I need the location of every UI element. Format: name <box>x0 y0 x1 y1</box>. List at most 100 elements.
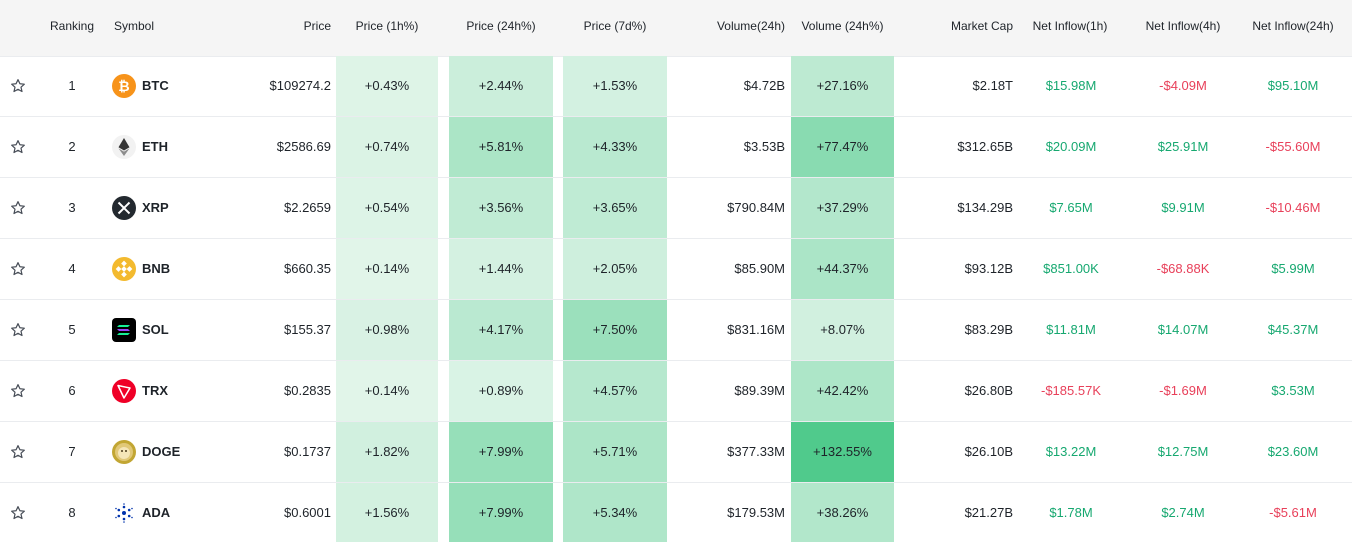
price-cell: $155.37 <box>284 322 331 337</box>
tron-icon <box>112 379 136 403</box>
price-7d-cell: +4.57% <box>563 361 667 421</box>
rank-cell: 4 <box>68 261 76 276</box>
price-24h-cell: +4.17% <box>449 300 553 360</box>
xrp-icon <box>112 196 136 220</box>
header-ranking[interactable]: Ranking <box>50 19 95 33</box>
header-price-24h[interactable]: Price (24h%) <box>466 19 536 33</box>
price-cell: $0.2835 <box>284 383 331 398</box>
price-1h-cell: +0.14% <box>336 361 438 421</box>
table-row[interactable]: +0.98% +4.17% +7.50% +8.07% 5 SOL $155.37 $831.… <box>0 300 1352 361</box>
bnb-icon <box>112 257 136 281</box>
header-market-cap[interactable]: Market Cap <box>950 19 1013 33</box>
market-cap-cell: $134.29B <box>957 200 1013 215</box>
rank-cell: 6 <box>68 383 76 398</box>
net-inflow-24h-cell: $5.99M <box>1271 261 1315 276</box>
solana-icon <box>112 318 136 342</box>
table-row[interactable]: +1.82% +7.99% +5.71% +132.55% 7 DOGE $0.1737 $3… <box>0 422 1352 483</box>
price-7d-cell: +3.65% <box>563 178 667 238</box>
header-volume-24h[interactable]: Volume(24h) <box>716 19 785 33</box>
net-inflow-1h-cell: $11.81M <box>1046 322 1096 337</box>
price-24h-cell: +0.89% <box>449 361 553 421</box>
net-inflow-4h-cell: -$1.69M <box>1159 383 1207 398</box>
net-inflow-1h-cell: $7.65M <box>1049 200 1093 215</box>
header-price-7d[interactable]: Price (7d%) <box>583 19 647 33</box>
table-row[interactable]: +0.54% +3.56% +3.65% +37.29% 3 XRP $2.2659 $790… <box>0 178 1352 239</box>
header-net-inflow-1h[interactable]: Net Inflow(1h) <box>1032 19 1108 33</box>
ethereum-icon <box>112 135 136 159</box>
table-row[interactable]: +0.43% +2.44% +1.53% +27.16% 1 ₿ BTC $109274.2 $… <box>0 56 1352 117</box>
price-1h-cell: +0.43% <box>336 56 438 116</box>
price-1h-cell: +1.82% <box>336 422 438 482</box>
favorite-star-icon[interactable] <box>10 383 26 399</box>
symbol-cell[interactable]: SOL <box>142 322 169 337</box>
volume-24h-pct-cell: +37.29% <box>791 178 894 238</box>
table-row[interactable]: +0.14% +1.44% +2.05% +44.37% 4 BNB $660.35 $85.… <box>0 239 1352 300</box>
price-24h-cell: +7.99% <box>449 422 553 482</box>
volume-24h-cell: $179.53M <box>727 505 785 520</box>
volume-24h-pct-cell: +8.07% <box>791 300 894 360</box>
favorite-star-icon[interactable] <box>10 78 26 94</box>
volume-24h-pct-cell: +77.47% <box>791 117 894 177</box>
price-24h-cell: +1.44% <box>449 239 553 299</box>
market-cap-cell: $26.10B <box>964 444 1013 459</box>
price-24h-cell: +2.44% <box>449 56 553 116</box>
volume-24h-pct-cell: +27.16% <box>791 56 894 116</box>
volume-24h-cell: $4.72B <box>743 78 785 93</box>
favorite-star-icon[interactable] <box>10 322 26 338</box>
price-cell: $2586.69 <box>276 139 331 154</box>
market-cap-cell: $312.65B <box>957 139 1013 154</box>
price-24h-cell: +5.81% <box>449 117 553 177</box>
header-price[interactable]: Price <box>303 19 331 33</box>
favorite-star-icon[interactable] <box>10 444 26 460</box>
net-inflow-1h-cell: $15.98M <box>1045 78 1097 93</box>
price-cell: $109274.2 <box>269 78 331 93</box>
symbol-cell[interactable]: DOGE <box>142 444 181 459</box>
volume-24h-cell: $790.84M <box>727 200 785 215</box>
market-cap-cell: $93.12B <box>964 261 1013 276</box>
net-inflow-24h-cell: -$10.46M <box>1265 200 1321 215</box>
price-1h-cell: +0.54% <box>336 178 438 238</box>
market-cap-cell: $2.18T <box>972 78 1013 93</box>
header-net-inflow-4h[interactable]: Net Inflow(4h) <box>1145 19 1221 33</box>
favorite-star-icon[interactable] <box>10 505 26 521</box>
header-net-inflow-24h[interactable]: Net Inflow(24h) <box>1252 19 1334 33</box>
volume-24h-pct-cell: +38.26% <box>791 483 894 542</box>
symbol-cell[interactable]: XRP <box>142 200 169 215</box>
price-cell: $0.6001 <box>284 505 331 520</box>
header-price-1h[interactable]: Price (1h%) <box>355 19 419 33</box>
symbol-cell[interactable]: BTC <box>142 78 169 93</box>
net-inflow-4h-cell: $14.07M <box>1157 322 1209 337</box>
dogecoin-icon <box>112 440 136 464</box>
net-inflow-4h-cell: $9.91M <box>1161 200 1205 215</box>
net-inflow-24h-cell: $45.37M <box>1267 322 1319 337</box>
header-volume-24h-pct[interactable]: Volume (24h%) <box>801 19 884 33</box>
price-7d-cell: +5.71% <box>563 422 667 482</box>
table-row[interactable]: +0.14% +0.89% +4.57% +42.42% 6 TRX $0.2835 $89.… <box>0 361 1352 422</box>
favorite-star-icon[interactable] <box>10 261 26 277</box>
price-24h-cell: +3.56% <box>449 178 553 238</box>
volume-24h-pct-cell: +44.37% <box>791 239 894 299</box>
net-inflow-1h-cell: $851.00K <box>1043 261 1099 276</box>
net-inflow-1h-cell: $1.78M <box>1049 505 1093 520</box>
header-symbol[interactable]: Symbol <box>114 19 155 33</box>
rank-cell: 1 <box>68 78 76 93</box>
svg-text:₿: ₿ <box>118 79 129 95</box>
symbol-cell[interactable]: TRX <box>142 383 168 398</box>
price-1h-cell: +0.74% <box>336 117 438 177</box>
net-inflow-4h-cell: $2.74M <box>1161 505 1205 520</box>
net-inflow-24h-cell: $95.10M <box>1267 78 1319 93</box>
symbol-cell[interactable]: BNB <box>142 261 171 276</box>
net-inflow-24h-cell: $3.53M <box>1271 383 1315 398</box>
table-row[interactable]: +0.74% +5.81% +4.33% +77.47% 2 ETH $2586.69 $3.… <box>0 117 1352 178</box>
volume-24h-cell: $831.16M <box>727 322 785 337</box>
price-7d-cell: +5.34% <box>563 483 667 542</box>
price-cell: $2.2659 <box>284 200 331 215</box>
favorite-star-icon[interactable] <box>10 200 26 216</box>
symbol-cell[interactable]: ETH <box>142 139 168 154</box>
favorite-star-icon[interactable] <box>10 139 26 155</box>
symbol-cell[interactable]: ADA <box>142 505 171 520</box>
rank-cell: 5 <box>68 322 76 337</box>
price-7d-cell: +7.50% <box>563 300 667 360</box>
table-row[interactable]: +1.56% +7.99% +5.34% +38.26% 8 ADA $0.6001 $179… <box>0 483 1352 542</box>
